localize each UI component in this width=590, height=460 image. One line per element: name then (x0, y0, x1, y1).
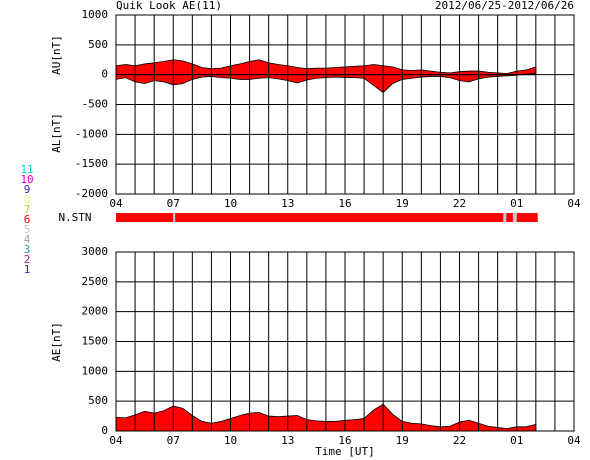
plot-frame (115, 251, 575, 432)
x-tick-label: 04 (109, 434, 123, 447)
y-tick-label: 0 (101, 424, 108, 437)
legend-entry: 6 (24, 213, 31, 226)
legend-entry: 2 (24, 253, 31, 266)
x-tick-label: 04 (567, 434, 581, 447)
station-segment (516, 213, 538, 222)
legend-entry: 4 (24, 233, 31, 246)
x-tick-label: 10 (224, 434, 237, 447)
x-tick-label: 22 (453, 434, 466, 447)
plot-frame (115, 14, 575, 195)
station-label: N.STN (58, 211, 91, 224)
station-segment (503, 213, 507, 222)
x-tick-label: 01 (510, 434, 523, 447)
x-tick-label: 16 (338, 197, 351, 210)
y-tick-label: 1000 (82, 8, 109, 21)
y-tick-label: 0 (101, 68, 108, 81)
date-range: 2012/06/25-2012/06/26 (435, 0, 574, 12)
x-tick-label: 01 (510, 197, 523, 210)
legend-entry: 11 (20, 163, 33, 176)
x-tick-label: 13 (281, 197, 294, 210)
station-segment (506, 213, 513, 222)
x-tick-label: 07 (167, 434, 180, 447)
station-segment (175, 213, 504, 222)
legend-entry: 7 (24, 203, 31, 216)
legend-entry: 5 (24, 223, 31, 236)
y-axis-label: AL[nT] (50, 113, 63, 153)
x-tick-label: 07 (167, 197, 180, 210)
y-axis-label: AE[nT] (50, 322, 63, 362)
x-tick-label: 04 (109, 197, 123, 210)
x-tick-label: 13 (281, 434, 294, 447)
y-tick-label: 1500 (82, 335, 109, 348)
legend-entry: 9 (24, 183, 31, 196)
x-tick-label: 19 (396, 434, 409, 447)
y-tick-label: -1500 (75, 157, 108, 170)
area (115, 403, 537, 432)
legend-entry: 8 (24, 193, 31, 206)
y-tick-label: 2500 (82, 275, 109, 288)
legend-entry: 10 (20, 173, 33, 186)
x-tick-label: 22 (453, 197, 466, 210)
station-segment (173, 213, 176, 222)
legend-entry: 1 (24, 263, 31, 276)
y-tick-label: 500 (88, 394, 108, 407)
station-segment (512, 213, 517, 222)
y-tick-label: 2000 (82, 305, 109, 318)
y-tick-label: 1000 (82, 364, 109, 377)
x-axis-label: Time [UT] (315, 445, 375, 458)
x-tick-label: 19 (396, 197, 409, 210)
x-tick-label: 16 (338, 434, 351, 447)
chart-title: Quik Look AE(11) (116, 0, 222, 12)
y-axis-label: AU[nT] (50, 35, 63, 75)
y-tick-label: 3000 (82, 245, 109, 258)
y-tick-label: 500 (88, 38, 108, 51)
y-tick-label: -2000 (75, 187, 108, 200)
y-tick-label: -1000 (75, 127, 108, 140)
x-tick-label: 04 (567, 197, 581, 210)
legend-entry: 3 (24, 243, 31, 256)
x-tick-label: 10 (224, 197, 237, 210)
station-segment (116, 213, 174, 222)
y-tick-label: -500 (82, 98, 109, 111)
area (115, 59, 537, 76)
